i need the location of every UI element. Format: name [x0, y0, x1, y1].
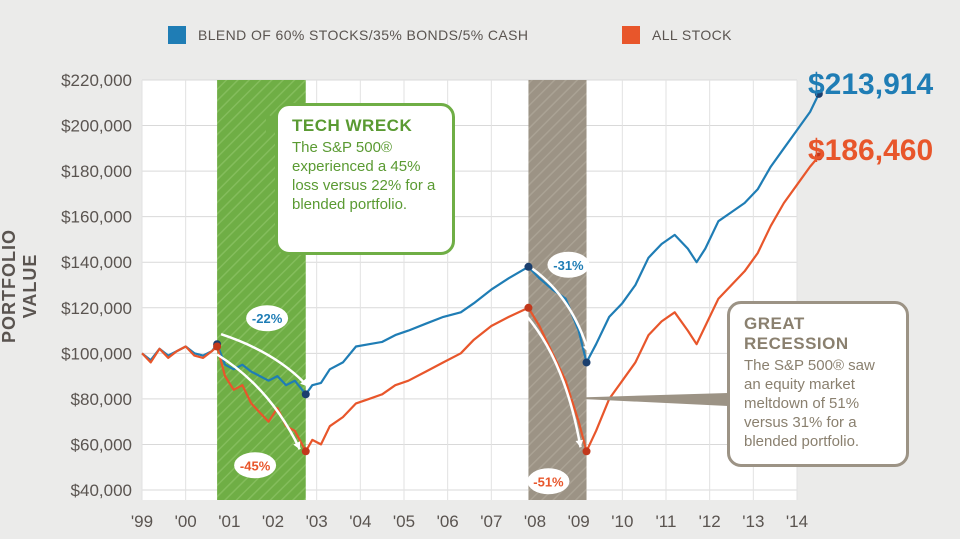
marker-stock-recession-end — [582, 447, 591, 456]
final-value-stock: $186,460 — [808, 134, 934, 167]
marker-stock-tech-end — [301, 447, 310, 456]
x-tick-label: '09 — [568, 512, 590, 531]
arrow-tech-blend — [220, 333, 309, 388]
y-tick-label: $80,000 — [71, 390, 132, 409]
y-tick-label: $140,000 — [61, 253, 132, 272]
x-tick-label: '01 — [218, 512, 240, 531]
drop-annotation-3: -51% — [527, 468, 570, 495]
y-tick-label: $120,000 — [61, 299, 132, 318]
y-axis-label: PORTFOLIO VALUE — [0, 229, 40, 343]
drop-annotation-label: -45% — [240, 458, 271, 473]
tech-callout-pointer — [266, 112, 280, 138]
series-line-stock — [141, 155, 820, 453]
marker-blend-recession-end — [582, 358, 591, 367]
arrow-recession-blend-head — [582, 344, 591, 353]
arrow-recession-stock-head — [575, 439, 584, 448]
drop-annotation-bubble — [246, 305, 289, 332]
series-line-blend — [141, 93, 820, 396]
legend-item-stock: ALL STOCK — [622, 26, 732, 44]
legend-label-stock: ALL STOCK — [652, 27, 732, 43]
marker-stock-tech-start — [213, 342, 222, 351]
y-tick-label: $180,000 — [61, 162, 132, 181]
final-value-blend: $213,914 — [808, 68, 934, 101]
drop-annotation-label: -22% — [252, 311, 283, 326]
arrow-recession-blend — [531, 267, 590, 353]
x-tick-label: '08 — [524, 512, 546, 531]
drop-annotation-label: -31% — [553, 258, 584, 273]
callout-pointers — [266, 112, 728, 406]
drop-annotation-bubble — [234, 452, 277, 479]
y-tick-label: $60,000 — [71, 435, 132, 454]
y-tick-label: $40,000 — [71, 481, 132, 500]
x-tick-label: '14 — [786, 512, 808, 531]
y-tick-label: $200,000 — [61, 117, 132, 136]
arrow-tech-blend-head — [300, 378, 308, 387]
series-markers — [213, 89, 823, 456]
y-tick-label: $160,000 — [61, 208, 132, 227]
x-tick-label: '03 — [306, 512, 328, 531]
legend-label-blend: BLEND OF 60% STOCKS/35% BONDS/5% CASH — [198, 27, 529, 43]
tech-wreck-title: TECH WRECK — [292, 116, 413, 135]
series-lines — [141, 93, 820, 453]
drop-annotations: -22% -45% -31% -51% — [234, 251, 590, 495]
x-tick-label: '06 — [437, 512, 459, 531]
x-tick-label: '05 — [393, 512, 415, 531]
x-tick-label: '02 — [262, 512, 284, 531]
drop-annotation-bubble — [547, 251, 590, 278]
marker-blend-final — [814, 89, 823, 98]
marker-blend-recession-start — [524, 262, 533, 271]
drop-annotation-2: -31% — [547, 251, 590, 278]
recession-callout-pointer — [562, 393, 728, 406]
x-tick-label: '13 — [742, 512, 764, 531]
tech-wreck-body: The S&P 500® experienced a 45% loss vers… — [292, 139, 436, 213]
great-recession-body: The S&P 500® saw an equity market meltdo… — [744, 357, 875, 450]
drop-annotation-1: -45% — [234, 452, 277, 479]
great-recession-title: GREAT RECESSION — [744, 314, 849, 353]
legend-item-blend: BLEND OF 60% STOCKS/35% BONDS/5% CASH — [168, 26, 528, 44]
marker-stock-final — [814, 152, 823, 161]
marker-blend-tech-end — [301, 390, 310, 399]
y-tick-label: $100,000 — [61, 344, 132, 363]
x-tick-label: '99 — [131, 512, 153, 531]
x-axis-ticks: '99 '00 '01 '02 '03 '04 '05 '06 '07 '08 '09 '10 '11 '… — [131, 512, 808, 531]
arrow-recession-stock — [525, 314, 582, 448]
arrow-tech-stock — [216, 353, 301, 450]
y-tick-label: $220,000 — [61, 71, 132, 90]
x-tick-label: '07 — [480, 512, 502, 531]
legend-swatch-stock — [622, 26, 640, 44]
drop-annotation-bubble — [527, 468, 570, 495]
x-tick-label: '12 — [699, 512, 721, 531]
drop-annotation-label: -51% — [533, 474, 564, 489]
tech-wreck-callout: TECH WRECK The S&P 500® experienced a 45… — [275, 103, 455, 255]
drop-annotation-0: -22% — [246, 305, 289, 332]
y-axis-ticks: $40,000 $60,000 $80,000 $100,000 $120,000 $14… — [61, 71, 132, 500]
marker-stock-recession-start — [524, 303, 533, 312]
x-tick-label: '11 — [656, 512, 677, 531]
x-tick-label: '00 — [175, 512, 197, 531]
x-tick-label: '10 — [611, 512, 633, 531]
drop-arrows — [216, 267, 591, 450]
x-tick-label: '04 — [349, 512, 371, 531]
arrow-tech-stock-head — [293, 441, 301, 450]
legend-swatch-blend — [168, 26, 186, 44]
great-recession-callout: GREAT RECESSION The S&P 500® saw an equi… — [727, 301, 909, 467]
